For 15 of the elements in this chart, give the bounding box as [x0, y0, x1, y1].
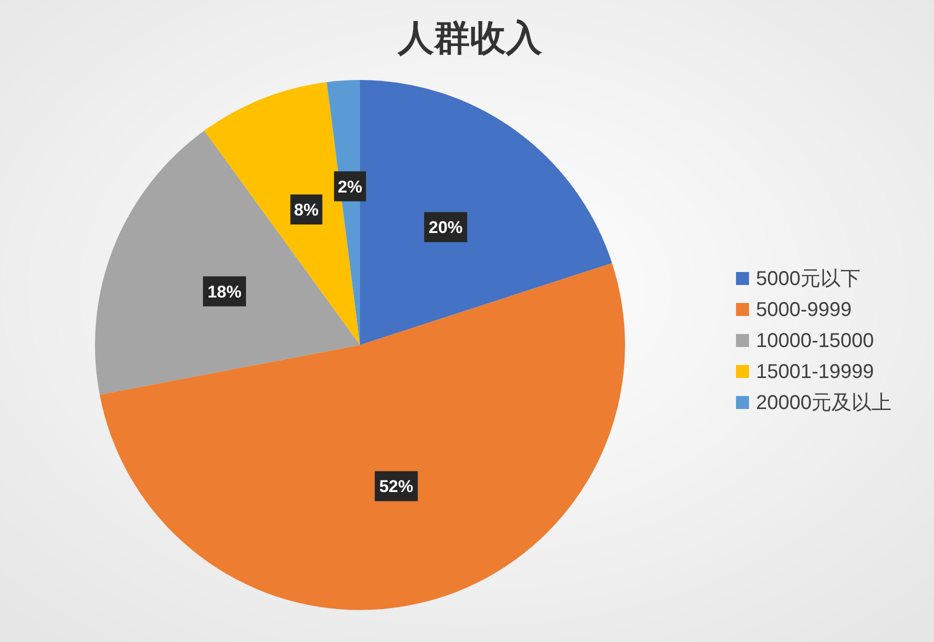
data-label: 2% — [338, 177, 362, 196]
data-label: 8% — [294, 200, 319, 220]
data-label: 20% — [428, 218, 463, 238]
legend-label: 15001-19999 — [756, 361, 874, 383]
pie-slice — [204, 82, 360, 345]
pie-slice — [95, 130, 360, 395]
data-label: 18% — [207, 282, 242, 302]
legend-label: 20000元及以上 — [756, 392, 892, 414]
legend-label: 5000元以下 — [756, 268, 860, 290]
data-label: 52% — [379, 477, 414, 496]
chart-title: 人群收入 — [397, 17, 543, 58]
pie-slice — [100, 263, 625, 610]
pie-slice — [360, 80, 612, 345]
legend-label: 5000-9999 — [756, 299, 852, 321]
legend-label: 10000-15000 — [756, 330, 874, 352]
